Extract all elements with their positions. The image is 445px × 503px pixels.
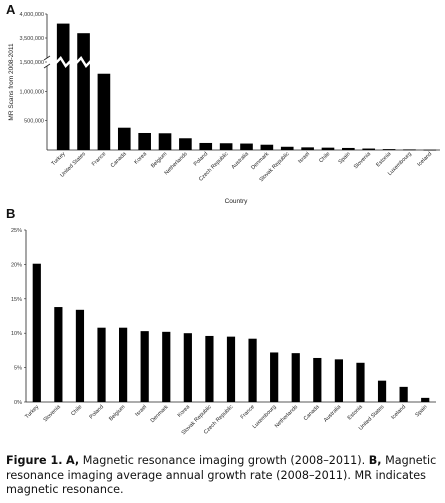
x-tick-label: Denmark [150,404,170,424]
bar-denmark [260,144,274,150]
x-tick-label: Canada [110,151,129,170]
y-tick-label: 25% [11,228,22,234]
bar-estonia [382,149,396,150]
bar-estonia [356,362,365,402]
bar-korea [138,132,151,150]
bar-israel [301,147,314,150]
x-axis-label: Country [225,198,249,205]
bar-netherlands [179,138,192,150]
bar-netherlands [291,353,300,402]
x-tick-label: Korea [133,151,148,166]
x-tick-label: France [91,151,107,167]
caption-figure-label: Figure 1. [6,454,63,467]
bar-canada [117,127,131,150]
bar-turkey [56,23,70,151]
x-tick-label: Iceland [390,404,407,421]
bar-chile [321,147,335,150]
y-tick-label: 5% [14,366,22,372]
bar-czech-republic [226,336,236,402]
figure-caption: Figure 1. A, Magnetic resonance imaging … [6,454,440,498]
x-tick-label: Korea [177,404,192,419]
y-tick-label: 1,000,000 [20,89,44,95]
x-tick-label: Australia [323,404,343,424]
bar-poland [199,142,213,150]
panel-b-label: B [6,206,16,221]
axis-break-mark [43,55,51,61]
x-tick-label: Turkey [24,404,40,420]
bar-israel [140,331,149,402]
bar-australia [240,143,253,150]
x-tick-label: Slovenia [43,404,63,424]
y-tick-label: 10% [11,331,22,337]
bar-australia [334,359,343,402]
y-axis-label: MR Scans from 2008-2011 [8,43,15,121]
y-tick-label: 1,500,000 [20,60,44,66]
chart-a: 500,000 1,000,000 1,500,000 3,500,000 4,000,… [8,12,440,205]
bar-denmark [162,331,171,402]
panel-a-label: A [6,2,16,17]
bar-slovak-republic [280,146,294,150]
caption-a-label: A, [66,454,80,467]
x-tick-label: Belgium [108,404,127,423]
bar-spain [342,147,355,150]
bar-canada [313,357,322,402]
chart-b: 0% 5% 10% 15% 20% 25% Turkey Slovenia Chile Polan… [11,228,436,436]
y-tick-label: 500,000 [24,119,44,125]
x-tick-label: Poland [193,151,209,167]
x-tick-label: Chile [70,404,83,417]
bar-france [248,338,257,402]
bar-belgium [158,133,172,150]
x-tick-label: Estonia [375,151,393,169]
x-tick-label: Chile [318,151,331,164]
y-tick-label: 4,000,000 [20,12,44,18]
y-tick-label: 20% [11,262,22,268]
bar-break-mark [75,56,92,68]
x-tick-label: Canada [303,404,322,423]
bar-turkey [32,263,41,402]
bar-slovenia [362,148,376,150]
bar-united-states [77,33,90,151]
bar-break-mark [55,56,72,68]
x-tick-label: Israel [134,404,148,418]
x-tick-label: Israel [297,151,311,165]
x-tick-label: Slovenia [353,151,373,171]
caption-b-text: Magnetic resonance imaging average annua… [6,454,437,496]
axis-break-mark [43,63,51,69]
bar-luxembourg [403,149,416,151]
bar-czech-republic [219,143,233,150]
x-tick-label: Belgium [150,151,169,170]
y-tick-label: 15% [11,297,22,303]
bar-belgium [119,327,128,402]
x-tick-label: Turkey [51,151,67,167]
bar-iceland [423,149,437,151]
x-tick-label: Poland [89,404,105,420]
x-tick-label: Spain [338,151,352,165]
bar-spain [421,397,430,402]
caption-a-text: Magnetic resonance imaging growth (2008–… [79,454,369,467]
bar-chile [75,309,85,402]
x-tick-label: France [240,404,256,420]
x-tick-label: Netherlands [274,404,299,429]
caption-b-label: B, [368,454,382,467]
x-tick-label: Spain [414,404,428,418]
bar-luxembourg [270,352,279,402]
bar-slovak-republic [205,335,214,402]
bar-korea [183,333,192,402]
bar-iceland [399,386,408,402]
x-tick-label: Estonia [347,404,365,422]
bar-united-states [377,380,387,402]
y-tick-label: 3,500,000 [20,36,44,42]
x-tick-label: Australia [231,151,251,171]
x-tick-label: Iceland [416,151,433,168]
x-tick-label: Denmark [250,151,270,171]
bar-france [97,73,111,150]
y-tick-label: 0% [14,400,22,406]
bar-slovenia [54,307,63,402]
bar-poland [97,327,106,402]
